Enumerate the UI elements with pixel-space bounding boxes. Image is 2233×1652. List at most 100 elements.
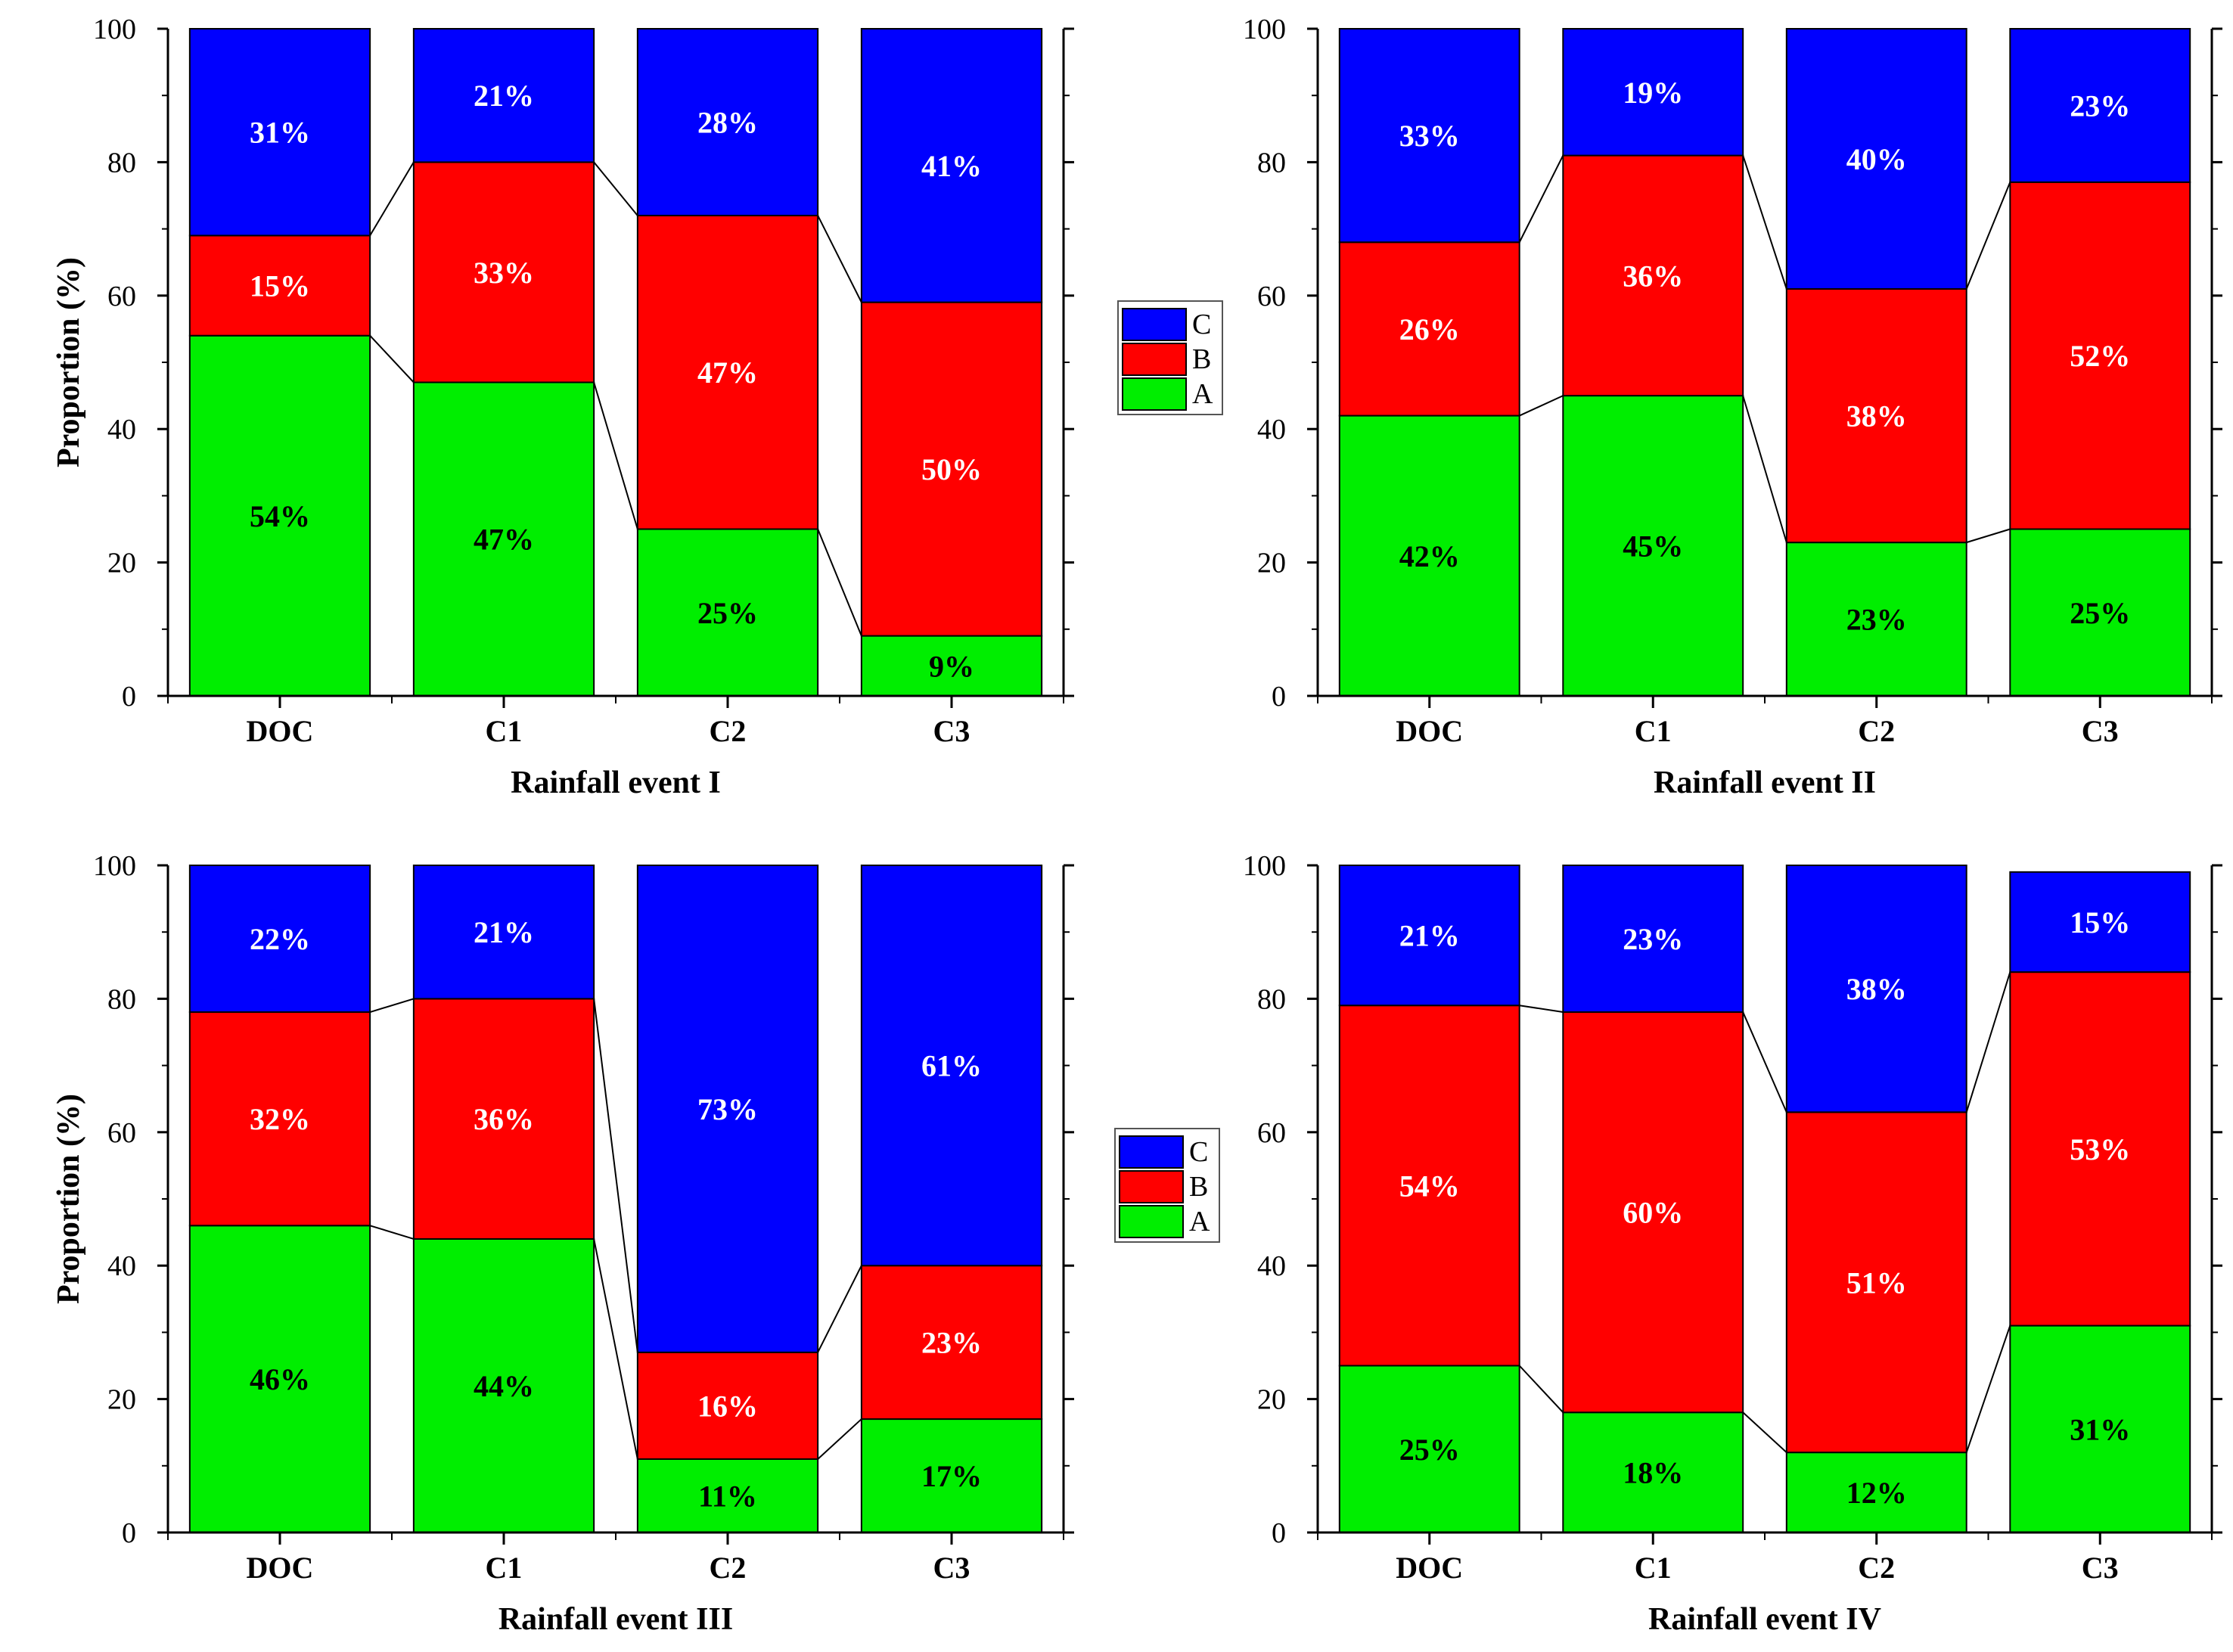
legend-swatch-B (1122, 343, 1187, 376)
legend-label-C: C (1192, 309, 1211, 340)
x-tick-label-c2: C2 (710, 1551, 747, 1585)
legend-swatch-B (1119, 1170, 1184, 1203)
y-tick-label: 40 (1257, 1250, 1286, 1282)
data-label-A-c1: 44% (474, 1369, 534, 1403)
y-tick-label: 80 (1257, 147, 1286, 179)
x-axis-label: Rainfall event IV (1648, 1602, 1881, 1637)
y-tick-label: 100 (1243, 14, 1286, 45)
bar-A-c2 (636, 1458, 819, 1533)
bar-B-c1 (412, 161, 595, 384)
x-axis-label: Rainfall event II (1654, 765, 1876, 800)
bar-C-c1 (1562, 865, 1744, 1014)
bar-B-c2 (1785, 1111, 1967, 1454)
bar-C-c1 (1562, 28, 1744, 157)
data-label-A-c3: 25% (2070, 596, 2130, 630)
connector-line-B-2 (593, 998, 638, 1352)
data-label-B-c2: 16% (697, 1389, 758, 1423)
x-axis-label: Rainfall event III (498, 1602, 733, 1637)
bar-B-doc (188, 1011, 371, 1227)
data-label-C-c1: 21% (474, 915, 534, 949)
data-label-A-c1: 47% (474, 523, 534, 557)
y-tick-label: 0 (122, 681, 136, 713)
bar-B-c2 (636, 214, 819, 530)
data-label-B-c1: 60% (1623, 1196, 1683, 1230)
data-label-C-c2: 73% (697, 1092, 758, 1126)
y-tick-label: 80 (107, 147, 136, 179)
data-label-C-c2: 40% (1846, 142, 1907, 176)
data-label-C-c3: 23% (2070, 88, 2130, 123)
y-axis-label: Proportion (%) (51, 1094, 86, 1304)
connector-line-A-3 (1966, 528, 2011, 544)
x-tick-label-doc: DOC (1396, 714, 1463, 748)
connector-line-A-2 (593, 382, 638, 529)
bar-B-c3 (860, 1265, 1043, 1421)
y-tick-label: 60 (107, 1117, 136, 1149)
bar-A-c3 (860, 1418, 1043, 1534)
y-tick-label: 0 (1272, 1517, 1286, 1549)
bar-B-c3 (860, 301, 1043, 637)
connector-line-A-1 (1519, 395, 1564, 417)
x-axis-label: Rainfall event I (511, 765, 721, 800)
data-label-B-doc: 26% (1399, 312, 1460, 346)
bar-A-c2 (1785, 1452, 1967, 1534)
bar-C-c3 (2009, 28, 2191, 183)
bar-C-c3 (860, 865, 1043, 1267)
data-label-B-c1: 36% (1623, 259, 1683, 293)
bar-C-c2 (636, 865, 819, 1353)
connector-line-B-2 (1742, 155, 1787, 290)
data-label-A-doc: 25% (1399, 1433, 1460, 1467)
connector-line-A-2 (1742, 395, 1787, 543)
chart-panel-3: 46% 44% 11% 17% 32% 36% 16% 23% 22% 21% 73% 61% 0 20 4… (51, 850, 1074, 1637)
bar-A-doc (1338, 1365, 1520, 1533)
connector-line-B-1 (369, 161, 415, 236)
data-label-A-c3: 9% (929, 649, 974, 683)
y-tick-label: 40 (107, 414, 136, 446)
bar-C-c2 (636, 28, 819, 216)
y-tick-label: 100 (1243, 850, 1286, 882)
y-tick-label: 80 (1257, 983, 1286, 1015)
connector-line-B-3 (817, 215, 862, 303)
connector-line-A-3 (817, 529, 862, 636)
bar-C-c2 (1785, 865, 1967, 1113)
data-label-A-c1: 18% (1623, 1456, 1683, 1490)
data-label-C-c3: 41% (921, 149, 982, 183)
connector-line-B-3 (817, 1265, 862, 1353)
bar-A-doc (188, 334, 371, 697)
data-label-A-doc: 46% (250, 1362, 310, 1396)
legend-swatch-C (1122, 308, 1187, 341)
y-tick-label: 0 (122, 1517, 136, 1549)
data-label-B-doc: 32% (250, 1102, 310, 1136)
bar-C-c1 (412, 865, 595, 1000)
data-label-A-c1: 45% (1623, 529, 1683, 564)
y-axis-label: Proportion (%) (51, 257, 86, 467)
connector-line-A-3 (817, 1418, 862, 1460)
connector-line-B-3 (1965, 971, 2011, 1113)
bar-C-c2 (1785, 28, 1967, 290)
data-label-B-doc: 15% (250, 269, 310, 303)
connector-line-A-2 (593, 1238, 638, 1460)
data-label-B-c3: 23% (921, 1326, 982, 1360)
connector-line-A-2 (1742, 1411, 1787, 1453)
connector-line-B-1 (1519, 1005, 1564, 1014)
bar-C-c1 (412, 28, 595, 163)
x-tick-label-c1: C1 (486, 1551, 523, 1585)
x-tick-label-doc: DOC (247, 714, 314, 748)
data-label-B-c2: 38% (1846, 399, 1907, 433)
data-label-B-c1: 33% (474, 256, 534, 290)
data-label-B-c3: 53% (2070, 1132, 2130, 1166)
y-tick-label: 20 (107, 548, 136, 579)
connector-line-B-2 (593, 161, 638, 216)
bar-C-c3 (2009, 871, 2191, 974)
data-label-A-c2: 25% (697, 596, 758, 630)
x-tick-label-doc: DOC (1396, 1551, 1463, 1585)
y-tick-label: 100 (93, 14, 136, 45)
y-tick-label: 40 (107, 1250, 136, 1282)
y-tick-label: 100 (93, 850, 136, 882)
bar-A-c3 (860, 635, 1043, 697)
bar-A-doc (1338, 415, 1520, 697)
connector-line-B-1 (1518, 155, 1564, 243)
data-label-B-c2: 51% (1846, 1265, 1907, 1300)
bar-B-doc (188, 234, 371, 337)
legend-swatch-C (1119, 1135, 1184, 1169)
